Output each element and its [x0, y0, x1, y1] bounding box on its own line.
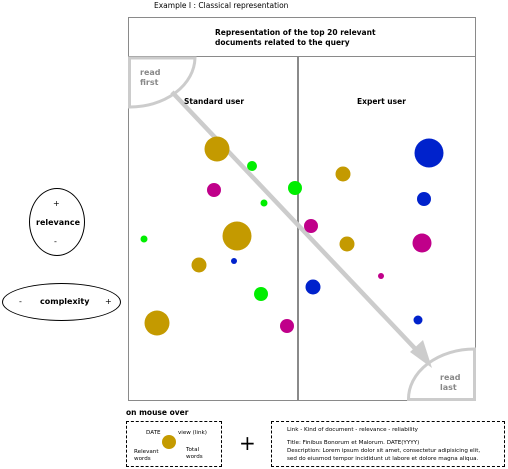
info-line-link: Link - Kind of document - relevance - re… [287, 427, 418, 433]
document-dot [222, 221, 252, 251]
read-last-corner [406, 347, 476, 401]
relevance-label: relevance [36, 218, 81, 227]
info-line-title: Title: Finibus Bonorum et Malorum. DATE(… [287, 440, 420, 446]
document-dot [378, 273, 384, 279]
complexity-minus: - [19, 297, 22, 306]
legend-date-label: DATE [146, 430, 161, 436]
document-dot [254, 287, 268, 301]
reading-order-arrow [170, 90, 426, 360]
document-dot [335, 166, 351, 182]
document-dot [140, 235, 148, 243]
info-line-description-cont: sed do eiusmod tempor incididunt ut labo… [287, 456, 479, 462]
relevance-plus: + [53, 199, 60, 208]
document-dot [304, 219, 318, 233]
mouseover-info-box [271, 421, 505, 467]
document-dot [260, 199, 268, 207]
mouseover-title: on mouse over [126, 408, 189, 417]
standard-user-label: Standard user [184, 97, 245, 106]
document-dot [288, 181, 302, 195]
column-divider [297, 56, 299, 401]
header-title-line1: Representation of the top 20 relevant [215, 28, 376, 37]
complexity-label: complexity [40, 297, 90, 306]
info-line-description: Description: Lorem ipsum dolor sit amet,… [287, 448, 481, 454]
document-dot [412, 233, 432, 253]
reading-order-arrowhead [410, 340, 432, 368]
header-box [128, 17, 476, 57]
read-last-label: read last [440, 373, 461, 392]
document-dot [305, 279, 321, 295]
legend-sample-dot [162, 435, 176, 449]
document-dot [191, 257, 207, 273]
document-dot [280, 319, 294, 333]
legend-total-words-label: Total words [186, 447, 203, 460]
document-dot [417, 192, 431, 206]
document-dot [207, 183, 221, 197]
document-dot [413, 315, 423, 325]
complexity-plus: + [105, 297, 112, 306]
relevance-axis-oval [29, 188, 85, 256]
header-title-line2: documents related to the query [215, 38, 350, 47]
document-dot [144, 310, 170, 336]
header-title: Representation of the top 20 relevant do… [215, 28, 376, 48]
document-dot [204, 136, 230, 162]
figure-caption: Example I : Classical representation [154, 1, 289, 10]
document-dot [414, 138, 444, 168]
complexity-axis-oval [2, 283, 121, 321]
legend-relevant-words-label: Relevant words [134, 449, 159, 462]
document-dot [231, 258, 237, 264]
document-dot [247, 161, 257, 171]
expert-user-label: Expert user [357, 97, 406, 106]
relevance-minus: - [54, 237, 57, 246]
mouseover-legend-box [126, 421, 222, 467]
document-dot [339, 236, 355, 252]
read-first-label: read first [140, 68, 161, 87]
legend-view-label: view (link) [178, 430, 207, 436]
combine-plus-sign: + [239, 431, 256, 455]
